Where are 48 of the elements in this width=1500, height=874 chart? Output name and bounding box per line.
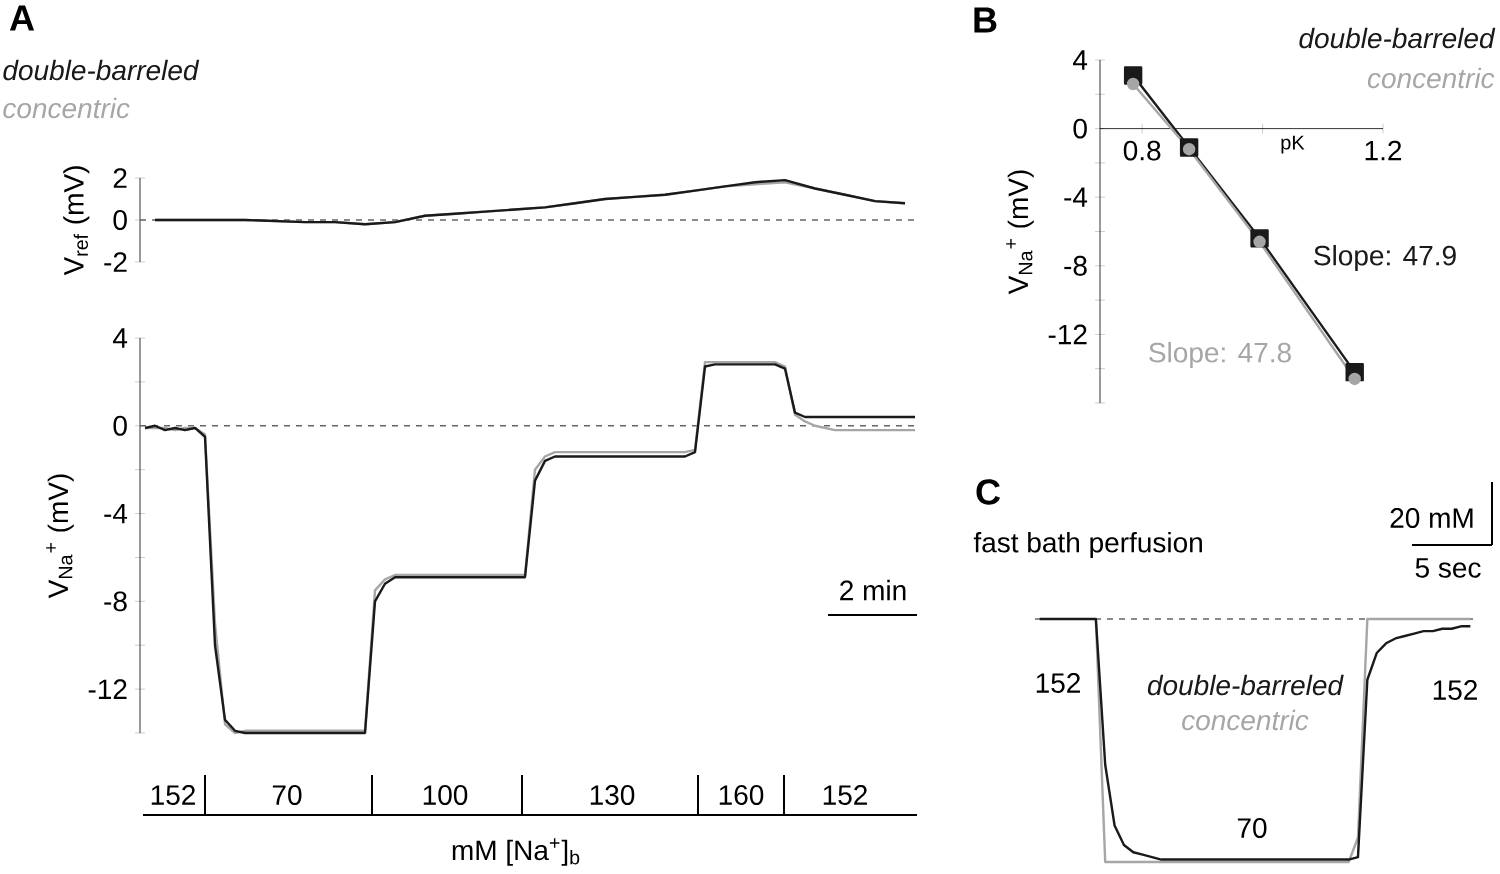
y-tick-label: 0 (113, 415, 127, 436)
series-label: concentric (1182, 709, 1309, 731)
y-tick-label: -4 (104, 503, 128, 524)
annotation: 70 (1237, 818, 1267, 838)
text: 152 (823, 785, 867, 805)
y-axis-title: V$_{Na}$$^{+}$ (mV) (46, 474, 74, 599)
y-tick-label: -4 (1064, 187, 1088, 207)
y-tick-label: 4 (1073, 50, 1088, 70)
y-tick-label: 2 (113, 168, 127, 188)
text: concentric (3, 97, 130, 119)
y-tick-label: -2 (104, 252, 127, 272)
point (1126, 77, 1140, 91)
x-axis-title: pK (1281, 135, 1305, 154)
text: 100 (423, 785, 468, 805)
y-tick-label: -12 (1048, 324, 1087, 345)
text: double-barreled (3, 59, 200, 81)
point (1348, 372, 1361, 386)
text: 5 sec (1415, 558, 1481, 578)
y-tick-label: 0 (1073, 118, 1087, 139)
x-tick-label: 0.8 (1123, 140, 1161, 161)
x-axis-title: mM [Na$^{+}$]$_{b}$ (452, 838, 580, 866)
y-tick-label: -12 (88, 679, 127, 699)
y-axis-title: V$_{Na}$$^{+}$ (mV) (1006, 170, 1034, 295)
point (1182, 142, 1196, 156)
annotation: 152 (1036, 673, 1080, 693)
annotation: 2 min (840, 579, 906, 601)
text: C (976, 479, 1001, 505)
annotation: Slope: 47.8 (1149, 341, 1291, 369)
text: concentric (1367, 67, 1495, 89)
series-label: double-barreled (1147, 674, 1344, 696)
annotation: Slope: 47.9 (1314, 244, 1456, 272)
point (1253, 235, 1266, 248)
y-tick-label: 0 (113, 210, 127, 230)
x-tick-label: 1.2 (1365, 140, 1402, 161)
y-axis-title: V$_{ref}$ (mV) (63, 166, 90, 276)
text: 152 (151, 785, 195, 805)
text: fast bath perfusion (973, 531, 1202, 559)
text: B (974, 7, 997, 33)
text: 20 mM (1390, 508, 1473, 528)
annotation: 152 (1433, 680, 1477, 700)
text: 130 (590, 785, 635, 805)
y-tick-label: -8 (1064, 255, 1087, 276)
y-tick-label: 4 (112, 328, 128, 348)
text: 160 (719, 785, 764, 805)
y-tick-label: -8 (104, 591, 127, 612)
text: 70 (272, 785, 302, 805)
text: A (9, 5, 35, 31)
text: double-barreled (1299, 27, 1496, 49)
